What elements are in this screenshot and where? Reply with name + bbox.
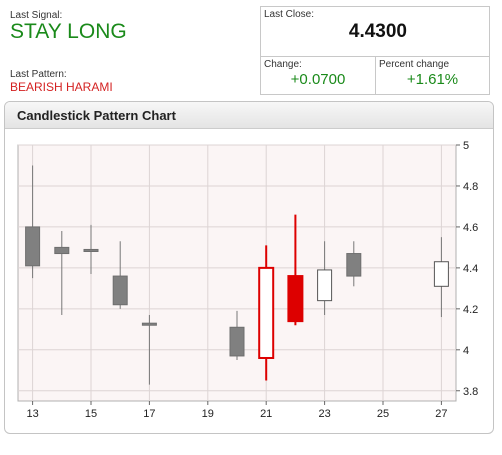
change-label: Change:: [264, 59, 302, 70]
chart-panel: Candlestick Pattern Chart 13 15 17 19 21 23 25…: [4, 101, 494, 434]
last-close-label: Last Close:: [264, 9, 315, 20]
change-box: Change: +0.0700: [260, 56, 376, 95]
y-tick-label: 4.6: [463, 222, 478, 234]
x-tick-label: 17: [143, 408, 155, 420]
x-tick-label: 25: [377, 408, 389, 420]
candle-body: [112, 275, 128, 306]
candle-body: [141, 322, 157, 326]
y-tick-label: 5: [463, 140, 469, 152]
candle-body: [346, 253, 362, 277]
x-tick-label: 19: [202, 408, 214, 420]
x-tick-label: 15: [85, 408, 97, 420]
x-tick-label: 27: [435, 408, 447, 420]
candle-body: [317, 269, 333, 302]
y-tick-label: 4.4: [463, 263, 478, 275]
candle-body: [83, 248, 99, 252]
candlestick-chart: 13 15 17 19 21 23 25 27 3.8 4 4.2 4.4 4.6 4.8 5: [17, 140, 478, 420]
plot-area: [17, 144, 457, 402]
chart-panel-header: Candlestick Pattern Chart: [5, 102, 493, 129]
x-tick-label: 21: [260, 408, 272, 420]
change-value: +0.0700: [290, 71, 346, 88]
candle-body: [25, 226, 41, 267]
candle-body: [229, 326, 245, 357]
percent-change-box: Percent change +1.61%: [375, 56, 490, 95]
percent-change-value: +1.61%: [406, 71, 459, 88]
last-signal-label: Last Signal:: [10, 10, 63, 21]
candle-body: [287, 275, 304, 323]
y-tick-label: 4.2: [463, 304, 478, 316]
last-close-value: 4.4300: [348, 21, 407, 42]
last-close-box: Last Close: 4.4300: [260, 6, 490, 57]
last-pattern-label: Last Pattern:: [10, 69, 67, 80]
percent-change-label: Percent change: [379, 59, 450, 70]
chart-panel-title: Candlestick Pattern Chart: [17, 108, 176, 123]
candle-body: [54, 246, 70, 255]
y-tick-label: 4.8: [463, 181, 478, 193]
last-pattern-value: BEARISH HARAMI: [10, 80, 113, 94]
y-tick-label: 4: [463, 345, 469, 357]
x-tick-label: 23: [318, 408, 330, 420]
y-tick-label: 3.8: [463, 386, 478, 398]
last-signal-value: STAY LONG: [10, 20, 127, 43]
candle-body: [433, 261, 449, 287]
candle-body: [258, 266, 275, 359]
x-tick-label: 13: [26, 408, 38, 420]
